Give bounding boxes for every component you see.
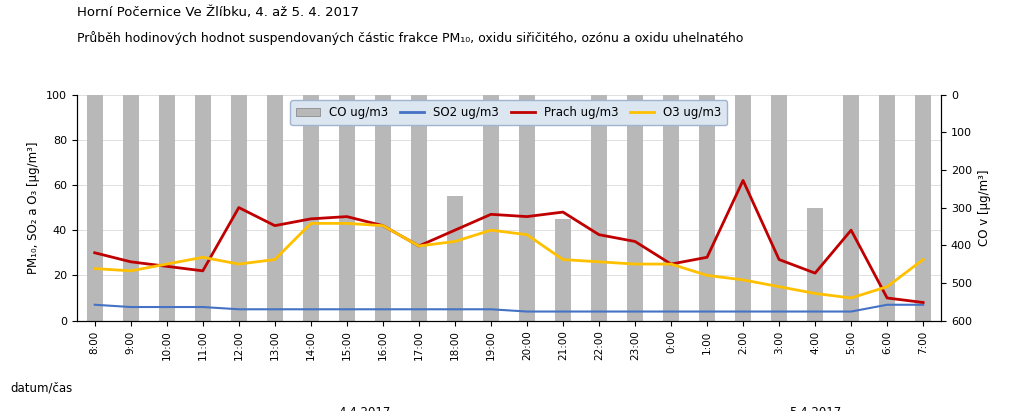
Y-axis label: PM₁₀, SO₂ a O₃ [μg/m³]: PM₁₀, SO₂ a O₃ [μg/m³] bbox=[28, 141, 41, 274]
Bar bbox=[231, 95, 247, 321]
Text: Horní Počernice Ve Žlíbku, 4. až 5. 4. 2017: Horní Počernice Ve Žlíbku, 4. až 5. 4. 2… bbox=[77, 6, 359, 19]
Bar bbox=[87, 95, 103, 321]
Bar bbox=[915, 95, 931, 321]
Bar bbox=[411, 95, 427, 321]
Text: 5.4.2017: 5.4.2017 bbox=[789, 406, 841, 411]
Bar bbox=[554, 219, 571, 321]
Bar bbox=[735, 95, 751, 321]
Bar bbox=[447, 196, 463, 321]
Bar bbox=[843, 95, 859, 321]
Bar bbox=[303, 95, 319, 321]
Bar bbox=[699, 95, 715, 321]
Bar bbox=[194, 95, 211, 321]
Bar bbox=[267, 95, 283, 321]
Bar bbox=[627, 95, 643, 321]
Bar bbox=[591, 95, 607, 321]
Bar bbox=[519, 95, 535, 321]
Legend: CO ug/m3, SO2 ug/m3, Prach ug/m3, O3 ug/m3: CO ug/m3, SO2 ug/m3, Prach ug/m3, O3 ug/… bbox=[291, 100, 727, 125]
Bar bbox=[123, 95, 139, 321]
Bar bbox=[879, 95, 895, 321]
Text: 4.4.2017: 4.4.2017 bbox=[339, 406, 391, 411]
Text: Průběh hodinových hodnot suspendovaných částic frakce PM₁₀, oxidu siřičitého, oz: Průběh hodinových hodnot suspendovaných … bbox=[77, 31, 743, 45]
Bar bbox=[663, 95, 679, 321]
Text: datum/čas: datum/čas bbox=[10, 381, 73, 395]
Bar bbox=[159, 95, 175, 321]
Y-axis label: CO v [μg/m³]: CO v [μg/m³] bbox=[978, 169, 990, 246]
Bar bbox=[339, 95, 355, 321]
Bar bbox=[483, 95, 499, 321]
Bar bbox=[771, 95, 787, 321]
Bar bbox=[374, 95, 391, 321]
Bar bbox=[807, 208, 824, 321]
